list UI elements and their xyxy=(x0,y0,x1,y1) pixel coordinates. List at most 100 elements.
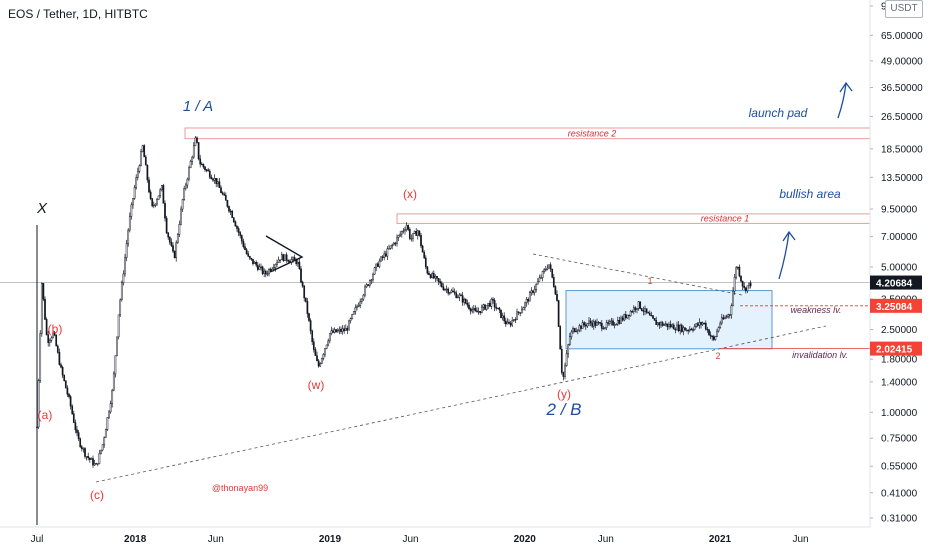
range-box xyxy=(565,290,773,350)
candle-body xyxy=(368,280,371,286)
candle-body xyxy=(455,292,458,298)
candle-body xyxy=(183,187,186,200)
candle-body xyxy=(178,223,181,235)
candle-body xyxy=(287,259,290,262)
candle-body xyxy=(55,335,58,347)
candle-body xyxy=(64,380,67,389)
candle-body xyxy=(701,322,704,325)
y-tick-label: 36.50000 xyxy=(881,83,923,94)
x-tick-label: 2020 xyxy=(514,534,537,545)
x-tick-label: Jul xyxy=(31,534,44,545)
candle-body xyxy=(263,270,266,274)
candle-body xyxy=(637,301,640,309)
candle-body xyxy=(343,328,346,331)
candle-body xyxy=(688,328,691,331)
candle-body xyxy=(138,165,141,172)
candle-body xyxy=(456,296,459,299)
candle-body xyxy=(410,238,413,240)
candle-body xyxy=(165,217,168,234)
candle-body xyxy=(738,266,741,277)
candle-body xyxy=(599,322,602,324)
candle-body xyxy=(482,304,485,308)
candle-body xyxy=(495,306,498,309)
candle-body xyxy=(487,302,490,306)
candle-body xyxy=(109,403,112,413)
y-tick-label: 5.00000 xyxy=(881,262,918,273)
candle-body xyxy=(135,177,138,188)
candle-body xyxy=(80,446,83,449)
candle-body xyxy=(192,145,195,158)
candle-body xyxy=(744,287,747,292)
candle-body xyxy=(695,323,698,327)
wave-label-2b: 2 / B xyxy=(546,400,582,419)
candle-body xyxy=(37,380,40,428)
candle-body xyxy=(730,305,733,316)
candle-body xyxy=(589,320,592,324)
candle-body xyxy=(740,275,742,282)
currency-selector[interactable]: USDT xyxy=(885,0,923,18)
resistance-trendline xyxy=(532,253,743,296)
candle-body xyxy=(514,319,517,321)
candle-body xyxy=(224,195,227,201)
candle-body xyxy=(591,322,594,327)
candle-body xyxy=(636,308,638,310)
candle-body xyxy=(400,231,403,235)
y-tick-label: 0.41000 xyxy=(881,488,918,499)
candle-body xyxy=(85,456,88,458)
candle-body xyxy=(112,373,115,391)
candle-body xyxy=(216,181,219,185)
candle-body xyxy=(448,292,451,294)
candle-body xyxy=(429,274,432,279)
candle-body xyxy=(621,317,624,321)
candle-body xyxy=(464,298,467,304)
candle-body xyxy=(309,320,312,332)
candle-body xyxy=(144,156,147,166)
candle-body xyxy=(530,290,533,293)
candle-body xyxy=(380,256,382,262)
candle-body xyxy=(341,328,344,332)
candle-body xyxy=(316,355,318,362)
candle-body xyxy=(541,271,544,278)
candle-body xyxy=(727,314,730,318)
y-tick-label: 7.00000 xyxy=(881,232,918,243)
bullish-arrow-shaft xyxy=(778,231,790,280)
candle-body xyxy=(741,280,744,287)
x-tick-label: Jun xyxy=(793,534,809,545)
candle-body xyxy=(95,463,98,465)
candle-body xyxy=(565,353,568,366)
candle-body xyxy=(311,330,314,343)
y-tick-label: 0.75000 xyxy=(881,434,918,445)
candle-body xyxy=(418,230,421,236)
candle-body xyxy=(399,233,402,236)
price-axis[interactable] xyxy=(870,0,932,550)
candle-body xyxy=(719,322,722,328)
candle-body xyxy=(440,282,443,288)
candle-body xyxy=(479,311,482,313)
candle-body xyxy=(452,290,454,293)
candle-body xyxy=(271,268,274,272)
x-tick-label: 2021 xyxy=(709,534,732,545)
candle-body xyxy=(445,288,448,291)
candle-body xyxy=(181,199,184,210)
candle-body xyxy=(736,266,739,269)
candle-body xyxy=(728,314,731,316)
candle-body xyxy=(296,261,299,264)
candle-body xyxy=(90,458,93,460)
candle-body xyxy=(397,235,400,238)
candle-body xyxy=(88,457,91,460)
candle-body xyxy=(376,263,379,267)
candle-body xyxy=(708,329,710,336)
candle-body xyxy=(357,305,360,307)
candle-body xyxy=(692,329,694,331)
resistance-1-label: resistance 1 xyxy=(701,214,750,224)
candle-body xyxy=(301,281,304,287)
candle-body xyxy=(626,314,629,319)
candle-body xyxy=(412,233,414,239)
candle-body xyxy=(261,266,264,274)
candle-body xyxy=(384,253,387,257)
last-price-badge-bg xyxy=(870,275,922,290)
candle-body xyxy=(175,242,178,259)
candle-body xyxy=(663,324,666,326)
